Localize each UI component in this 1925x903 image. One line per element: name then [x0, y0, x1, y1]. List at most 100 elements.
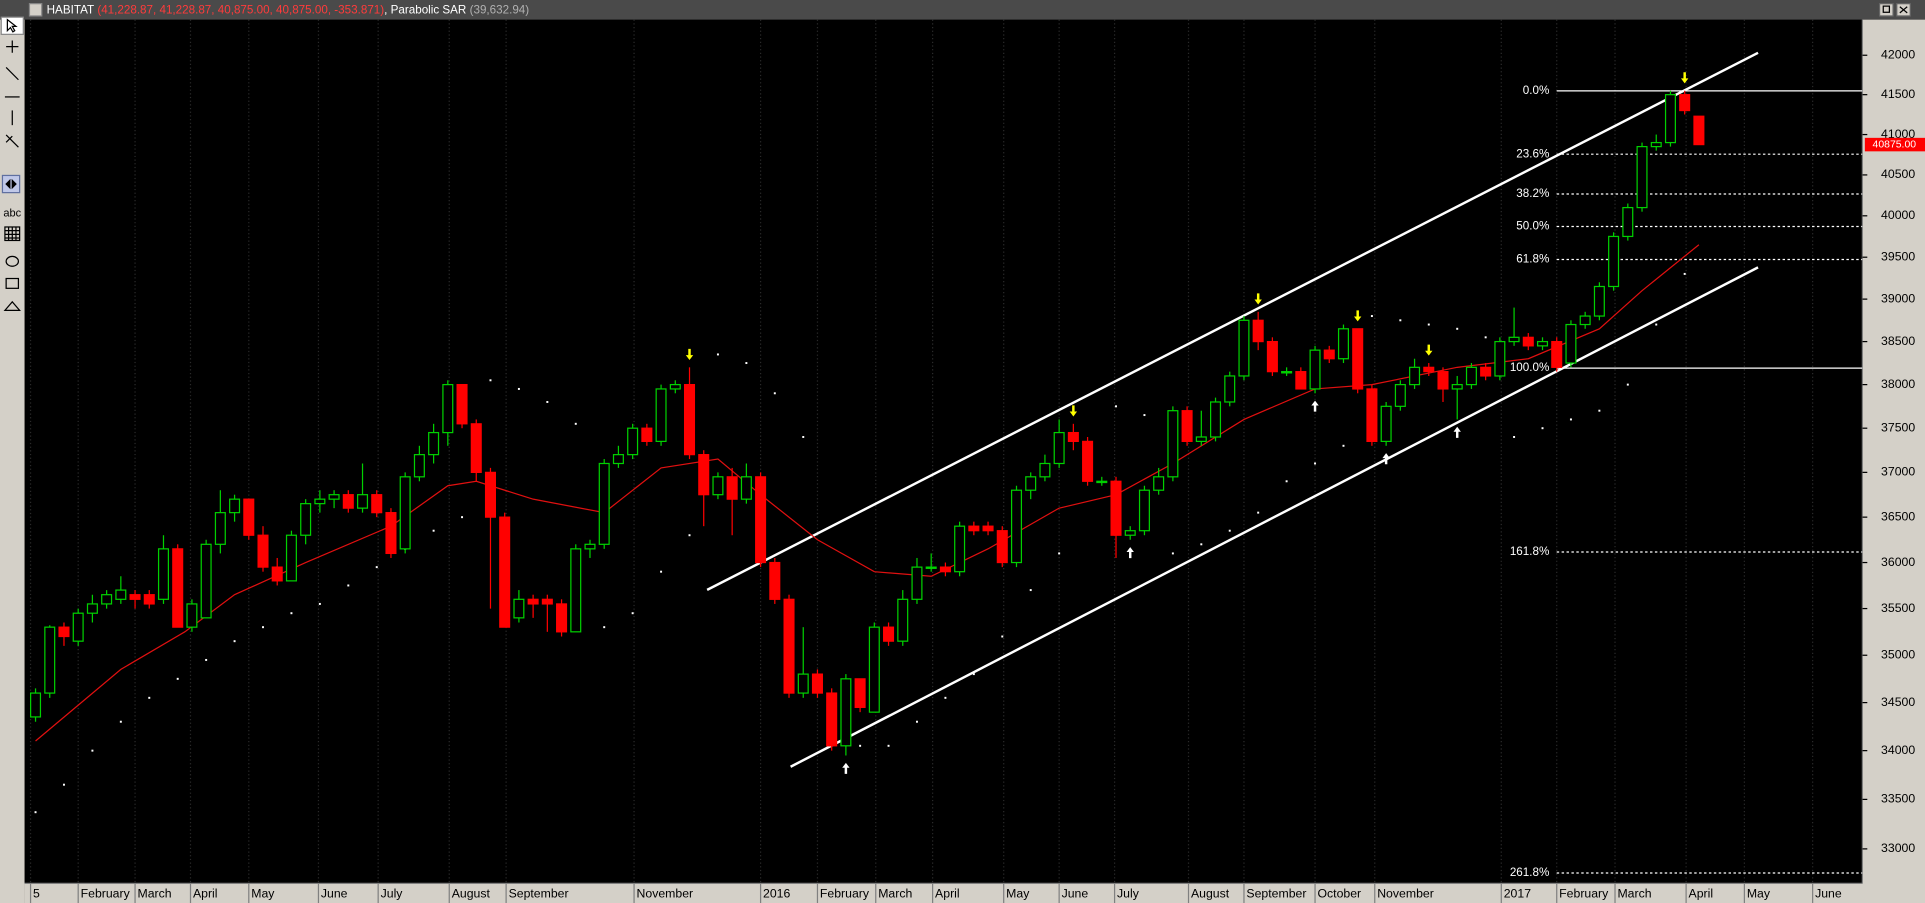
fib-label: 261.8%	[1510, 866, 1549, 879]
x-tick-label: April	[935, 887, 960, 901]
signal-up	[1311, 400, 1319, 412]
candle-body	[342, 494, 354, 509]
y-tick-label: 35500	[1881, 601, 1915, 615]
indicator: Parabolic SAR	[391, 4, 467, 17]
candle-body	[1096, 480, 1108, 484]
candle-body	[1167, 410, 1179, 478]
candle-body	[428, 431, 440, 456]
candle-body	[740, 476, 752, 500]
candle-body	[755, 476, 767, 564]
text-tool[interactable]: abc	[3, 207, 21, 219]
candle-body	[484, 471, 496, 518]
sar-dot	[119, 720, 122, 723]
sar-dot	[489, 379, 492, 382]
y-tick-label: 37500	[1881, 420, 1915, 434]
sar-dot	[887, 744, 890, 747]
candle-body	[1039, 462, 1051, 478]
candle-body	[541, 598, 553, 605]
candle-body	[1608, 235, 1620, 288]
sar-dot	[461, 516, 464, 519]
fib-label: 100.0%	[1510, 361, 1549, 374]
scroll-tool[interactable]	[1, 174, 21, 194]
y-tick-label: 35000	[1881, 647, 1915, 661]
sar-dot	[660, 570, 663, 573]
last-price-label: 40875.00	[1873, 139, 1917, 150]
y-tick-label: 36500	[1881, 509, 1915, 523]
sar-dot	[859, 744, 862, 747]
signal-down	[1425, 344, 1433, 356]
sar-dot	[1314, 462, 1317, 465]
sar-dot	[1456, 327, 1459, 330]
candle-body	[1536, 340, 1549, 347]
candle-body	[1636, 145, 1648, 209]
candle-body	[285, 534, 297, 582]
sar-dot	[1029, 589, 1032, 592]
ellipse-tool[interactable]	[5, 255, 20, 267]
header-text: HABITAT (41,228.87, 41,228.87, 40,875.00…	[47, 4, 530, 17]
candle-body	[1508, 336, 1520, 343]
symbol: HABITAT	[47, 4, 94, 17]
candle-body	[399, 476, 411, 550]
fib-tool[interactable]	[5, 134, 19, 148]
candle-body	[1323, 349, 1335, 360]
candle-body	[925, 566, 937, 569]
candle-body	[413, 454, 425, 478]
sar-dot	[716, 353, 719, 356]
fib-label: 161.8%	[1510, 545, 1549, 558]
sar-dot	[773, 392, 776, 395]
channel-line	[706, 51, 1759, 591]
channel-line	[790, 266, 1759, 768]
y-tick-label: 34500	[1881, 695, 1915, 709]
x-tick-label: November	[637, 887, 694, 901]
sar-dot	[1484, 336, 1487, 339]
candle-body	[1295, 371, 1307, 390]
candle-body	[243, 498, 255, 536]
candle-body	[143, 594, 155, 605]
candle-body	[1010, 489, 1023, 564]
triangle-tool[interactable]	[3, 300, 21, 312]
candle-body	[214, 512, 226, 545]
candle-body	[939, 566, 951, 573]
candle-body	[1366, 388, 1378, 443]
restore-icon	[1882, 5, 1891, 13]
sar-dot	[631, 612, 634, 615]
candle-body	[1238, 319, 1250, 377]
line-tool[interactable]	[5, 67, 19, 81]
sar-dot	[318, 602, 321, 605]
crosshair-tool[interactable]	[6, 40, 19, 53]
x-tick-label: February	[1559, 887, 1609, 901]
sar-dot	[1598, 409, 1601, 412]
candle-body	[612, 454, 624, 465]
header-icon	[28, 3, 43, 17]
rectangle-tool[interactable]	[5, 277, 20, 289]
candle-body	[584, 543, 596, 550]
candle-body	[1693, 115, 1705, 146]
candle-body	[186, 603, 198, 628]
sar-dot	[1399, 319, 1402, 322]
candle-body	[982, 525, 994, 532]
y-tick-label: 38000	[1881, 377, 1915, 391]
candle-body	[442, 383, 454, 434]
candle-body	[527, 598, 539, 605]
candle-body	[115, 589, 127, 600]
candle-body	[1210, 401, 1222, 438]
sar-dot	[1683, 272, 1686, 275]
sar-dot	[34, 811, 37, 814]
candle-body	[513, 598, 525, 619]
x-tick-label: 5	[33, 887, 40, 901]
signal-down	[1254, 293, 1262, 305]
sar-dot	[1143, 414, 1146, 417]
y-axis-panel	[1862, 19, 1925, 903]
candle-body	[1153, 476, 1165, 491]
x-tick-label: May	[251, 887, 275, 901]
candle-body	[172, 548, 184, 628]
sar-dot	[1370, 315, 1373, 318]
x-tick-label: July	[1117, 887, 1140, 901]
candle-body	[1579, 315, 1591, 326]
sar-dot	[1001, 635, 1004, 638]
y-tick-label: 36000	[1881, 555, 1915, 569]
x-tick-label: August	[452, 887, 491, 901]
sar-dot	[1228, 529, 1231, 532]
